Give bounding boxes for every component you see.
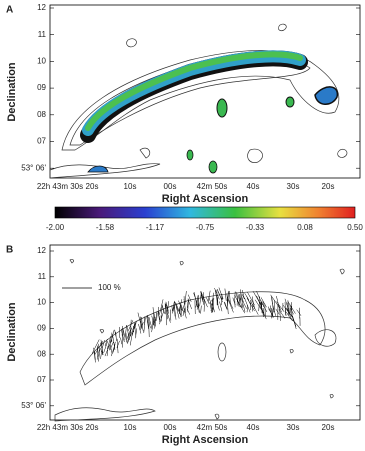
- x-tick-label: 42m 50s: [197, 423, 228, 432]
- panel-label: B: [6, 245, 13, 256]
- x-tick-label: 00s: [164, 423, 177, 432]
- x-tick-label: 00s: [164, 182, 177, 191]
- panel-a: A Declination Right Ascension: [6, 5, 360, 205]
- x-tick-label: 20s: [86, 182, 99, 191]
- y-tick-label: 10: [37, 298, 46, 307]
- x-tick-label: 10s: [124, 182, 137, 191]
- colorbar-tick-label: -1.17: [146, 223, 165, 232]
- x-tick-label: 40s: [247, 423, 260, 432]
- x-axis-label: Right Ascension: [162, 193, 249, 205]
- y-tick-label: 07: [37, 137, 46, 146]
- x-tick-label: 42m 50s: [197, 182, 228, 191]
- y-tick-label: 53° 06': [21, 163, 46, 172]
- y-axis-label: Declination: [6, 62, 18, 122]
- panel-b: 100 % B Declination Right Ascension: [6, 245, 360, 446]
- scale-label: 100 %: [98, 283, 121, 292]
- panel-label: A: [6, 5, 13, 16]
- x-tick-label: 20s: [322, 182, 335, 191]
- y-tick-label: 08: [37, 110, 46, 119]
- x-tick-label: 40s: [247, 182, 260, 191]
- x-tick-label: 30s: [287, 182, 300, 191]
- y-tick-label: 12: [37, 246, 46, 255]
- y-tick-label: 09: [37, 83, 46, 92]
- x-tick-label: 10s: [124, 423, 137, 432]
- colorbar-tick-label: -0.75: [196, 223, 215, 232]
- x-tick-label: 22h 43m 30s: [37, 182, 83, 191]
- y-axis-label: Declination: [6, 302, 18, 362]
- y-tick-label: 11: [38, 272, 47, 281]
- x-axis-label: Right Ascension: [162, 434, 249, 446]
- y-tick-label: 09: [37, 324, 46, 333]
- y-tick-label: 10: [37, 57, 46, 66]
- colorbar: [55, 207, 355, 218]
- colorbar-tick-label: -1.58: [96, 223, 115, 232]
- y-tick-label: 08: [37, 349, 46, 358]
- y-tick-label: 11: [38, 30, 47, 39]
- y-tick-label: 07: [37, 375, 46, 384]
- frame: [50, 245, 360, 420]
- x-tick-label: 20s: [86, 423, 99, 432]
- x-tick-label: 20s: [322, 423, 335, 432]
- figure: A Declination Right Ascension 100 % B De…: [0, 0, 365, 446]
- colorbar-tick-label: -0.33: [246, 223, 265, 232]
- y-tick-label: 53° 06': [21, 401, 46, 410]
- colorbar-tick-label: -2.00: [46, 223, 65, 232]
- x-tick-label: 22h 43m 30s: [37, 423, 83, 432]
- frame: [50, 5, 360, 178]
- colorbar-tick-label: 0.08: [297, 223, 313, 232]
- colorbar-tick-label: 0.50: [347, 223, 363, 232]
- y-tick-label: 12: [37, 3, 46, 12]
- x-tick-label: 30s: [287, 423, 300, 432]
